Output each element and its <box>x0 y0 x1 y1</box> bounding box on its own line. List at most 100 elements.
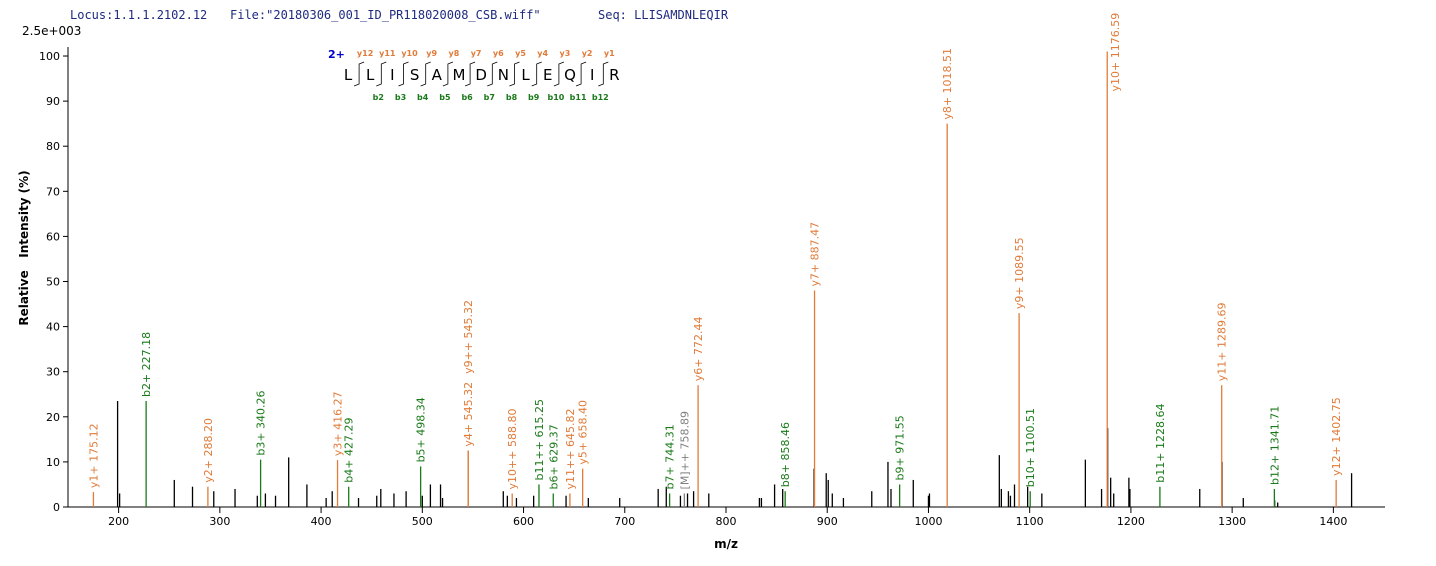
fragment-split <box>575 61 587 87</box>
b-ion-marker: b2 <box>373 93 384 102</box>
peak-label: b2+ 227.18 <box>140 332 153 397</box>
peak-label: y1+ 175.12 <box>87 423 100 488</box>
peak-label: y11+ 1289.69 <box>1216 303 1229 382</box>
peak-label: b4+ 427.29 <box>343 418 356 483</box>
y-tick-label: 80 <box>46 140 60 153</box>
peak-label: b8+ 858.46 <box>779 422 792 487</box>
residue: L <box>344 66 353 84</box>
residue: L <box>366 66 375 84</box>
y-ion-marker: y5 <box>515 49 526 58</box>
b-ion-marker: b5 <box>439 93 451 102</box>
fragment-split <box>442 61 454 87</box>
y-ion-marker: y1 <box>604 49 615 58</box>
y-tick-label: 0 <box>53 501 60 514</box>
fragment-split <box>531 61 542 87</box>
residue: I <box>590 66 594 84</box>
x-tick-label: 700 <box>614 515 635 528</box>
y-tick-label: 40 <box>46 321 60 334</box>
x-tick-label: 500 <box>412 515 433 528</box>
y-tick-label: 90 <box>46 95 60 108</box>
x-tick-label: 1100 <box>1016 515 1044 528</box>
b-ion-marker: b11 <box>570 93 587 102</box>
y-ion-marker: y12 <box>357 49 373 58</box>
x-tick-label: 800 <box>715 515 736 528</box>
x-tick-label: 400 <box>311 515 332 528</box>
peak-label: y9+ 1089.55 <box>1013 237 1026 309</box>
x-tick-label: 1200 <box>1117 515 1145 528</box>
residue: M <box>453 66 466 84</box>
peak-label: y5+ 658.40 <box>577 400 590 465</box>
y-ion-marker: y7 <box>471 49 482 58</box>
peak-label: y9++ 545.32 <box>462 300 475 374</box>
y-ion-marker: y6 <box>493 49 504 58</box>
x-tick-label: 200 <box>108 515 129 528</box>
peak-label: b10+ 1100.51 <box>1024 408 1037 487</box>
y-tick-label: 10 <box>46 456 60 469</box>
intensity-max: 2.5e+003 <box>22 24 81 38</box>
x-tick-label: 1300 <box>1218 515 1246 528</box>
x-tick-label: 1000 <box>914 515 942 528</box>
residue: R <box>609 66 619 84</box>
b-ion-marker: b7 <box>484 93 495 102</box>
peak-label: y6+ 772.44 <box>692 317 705 382</box>
x-tick-label: 900 <box>817 515 838 528</box>
peak-label: b11+ 1228.64 <box>1154 404 1167 483</box>
y-axis-label: Relative Intensity (%) <box>17 170 31 325</box>
fragment-split <box>509 61 520 87</box>
locus: Locus:1.1.1.2102.12 <box>70 8 207 22</box>
residue: A <box>432 66 443 84</box>
b-ion-marker: b10 <box>547 93 564 102</box>
peak-label: y8+ 1018.51 <box>941 48 954 120</box>
y-tick-label: 30 <box>46 366 60 379</box>
b-ion-marker: b6 <box>461 93 473 102</box>
b-ion-marker: b3 <box>395 93 406 102</box>
residue: E <box>543 66 552 84</box>
y-tick-label: 100 <box>39 50 60 63</box>
residue: Q <box>564 66 576 84</box>
residue: I <box>390 66 394 84</box>
y-ion-marker: y2 <box>582 49 593 58</box>
residue: D <box>475 66 487 84</box>
b-ion-marker: b9 <box>528 93 540 102</box>
peak-label: b3+ 340.26 <box>255 390 268 455</box>
peak-label: b5+ 498.34 <box>415 397 428 462</box>
y-ion-marker: y8 <box>449 49 460 58</box>
sequence: Seq: LLISAMDNLEQIR <box>598 8 729 22</box>
peak-label: y11++ 645.82 <box>564 409 577 490</box>
fragment-split <box>487 61 498 87</box>
y-ion-marker: y3 <box>560 49 571 58</box>
residue: S <box>410 66 420 84</box>
residue: L <box>521 66 530 84</box>
residue: N <box>498 66 509 84</box>
fragment-split <box>420 61 431 87</box>
peak-label: y3+ 416.27 <box>332 391 345 456</box>
peak-label: y12+ 1402.75 <box>1330 397 1343 476</box>
x-axis-label: m/z <box>714 537 738 551</box>
x-tick-label: 600 <box>513 515 534 528</box>
y-tick-label: 70 <box>46 185 60 198</box>
peak-label: y10++ 588.80 <box>506 409 519 490</box>
b-ion-marker: b4 <box>417 93 429 102</box>
b-ion-marker: b8 <box>506 93 518 102</box>
fragment-split <box>398 61 409 87</box>
fragment-split <box>353 61 365 87</box>
y-ion-marker: y10 <box>401 49 418 58</box>
fragment-split <box>553 61 565 87</box>
peak-label: y2+ 288.20 <box>202 418 215 483</box>
y-tick-label: 50 <box>46 276 60 289</box>
peak-label: b12+ 1341.71 <box>1268 406 1281 485</box>
charge: 2+ <box>328 48 345 61</box>
file: File:"20180306_001_ID_PR118020008_CSB.wi… <box>230 8 541 22</box>
y-tick-label: 20 <box>46 411 60 424</box>
b-ion-marker: b12 <box>592 93 609 102</box>
peak-label: b6+ 629.37 <box>547 424 560 489</box>
peak-label: y10+ 1176.59 <box>1109 13 1122 92</box>
peak-label: y4+ 545.32 <box>462 382 475 447</box>
fragment-split <box>464 61 476 87</box>
y-tick-label: 60 <box>46 230 60 243</box>
x-tick-label: 1400 <box>1319 515 1347 528</box>
peak-label: y7+ 887.47 <box>809 222 822 287</box>
y-ion-marker: y11 <box>379 49 396 58</box>
peak-label: b11++ 615.25 <box>533 399 546 480</box>
